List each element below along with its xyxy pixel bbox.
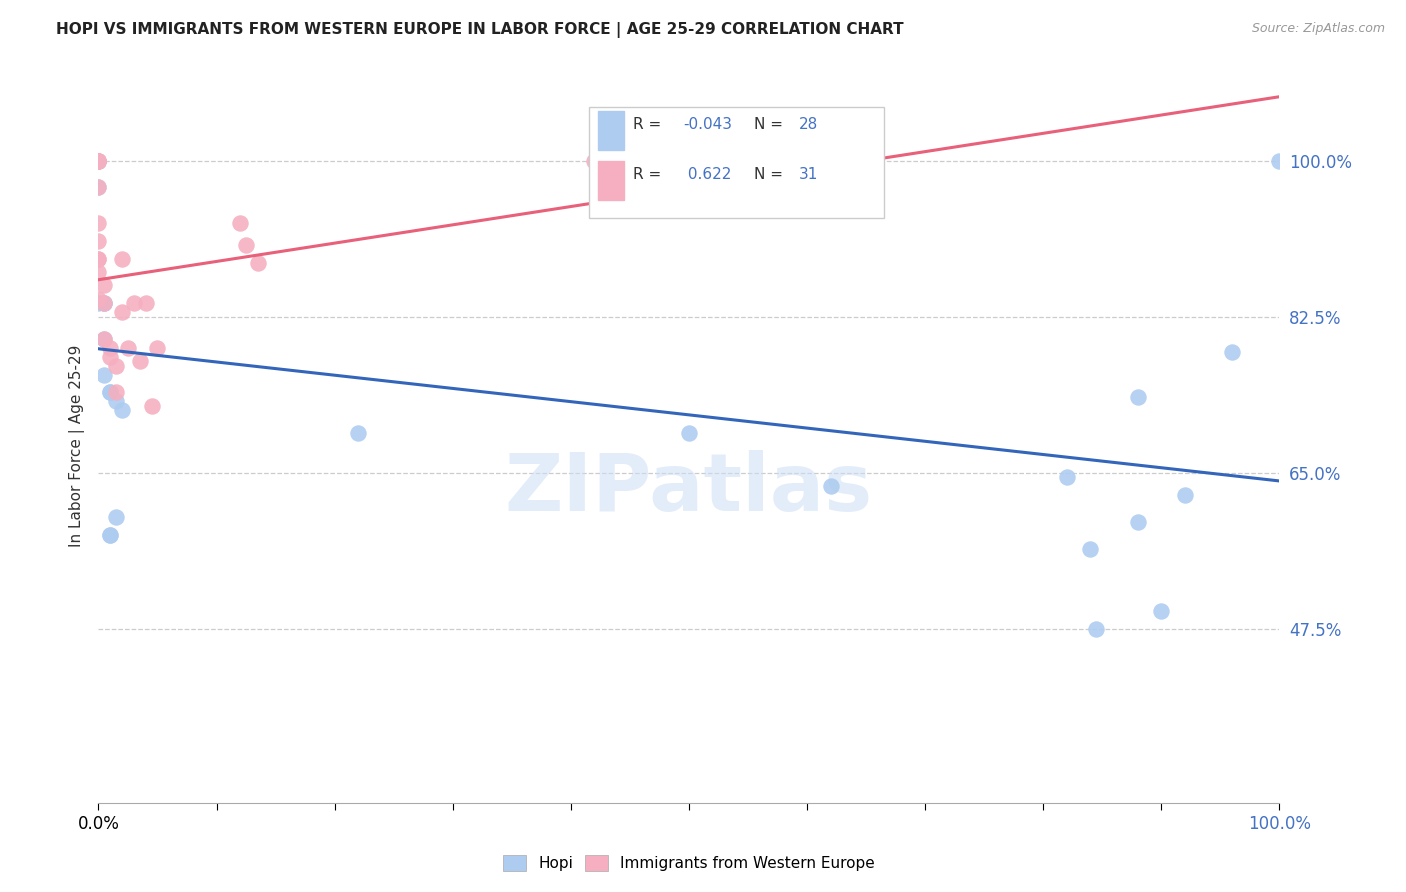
Point — [93, 332, 115, 346]
Point — [98, 528, 121, 542]
Point — [87, 153, 110, 168]
Point — [235, 238, 257, 252]
Point — [87, 180, 110, 194]
Point — [87, 153, 110, 168]
Point — [87, 153, 110, 168]
Text: R =: R = — [634, 168, 666, 182]
Legend: Hopi, Immigrants from Western Europe: Hopi, Immigrants from Western Europe — [496, 849, 882, 877]
Point — [583, 153, 606, 168]
Point — [87, 252, 110, 266]
Point — [87, 153, 110, 168]
Point — [229, 216, 252, 230]
Point — [122, 296, 145, 310]
Point — [93, 296, 115, 310]
Point — [87, 180, 110, 194]
Point — [128, 354, 150, 368]
Point — [1174, 488, 1197, 502]
Point — [141, 399, 163, 413]
Point — [135, 296, 157, 310]
Point — [146, 341, 169, 355]
Point — [87, 153, 110, 168]
Point — [1126, 390, 1149, 404]
Point — [105, 359, 128, 373]
Text: 0.622: 0.622 — [683, 168, 731, 182]
Point — [87, 153, 110, 168]
Point — [105, 385, 128, 400]
Point — [93, 368, 115, 382]
Y-axis label: In Labor Force | Age 25-29: In Labor Force | Age 25-29 — [69, 345, 84, 547]
Point — [87, 292, 110, 306]
Point — [87, 265, 110, 279]
Point — [98, 385, 121, 400]
Point — [1085, 622, 1108, 636]
Point — [1150, 604, 1173, 618]
FancyBboxPatch shape — [589, 107, 884, 218]
Text: Source: ZipAtlas.com: Source: ZipAtlas.com — [1251, 22, 1385, 36]
Point — [93, 296, 115, 310]
Point — [87, 216, 110, 230]
Point — [98, 350, 121, 364]
Point — [1220, 345, 1243, 359]
Text: ZIPatlas: ZIPatlas — [505, 450, 873, 528]
Point — [105, 510, 128, 524]
Point — [105, 394, 128, 409]
Point — [87, 296, 110, 310]
Point — [246, 256, 269, 270]
Point — [98, 385, 121, 400]
Text: 31: 31 — [799, 168, 818, 182]
Point — [87, 153, 110, 168]
Text: N =: N = — [754, 118, 787, 132]
Text: R =: R = — [634, 118, 666, 132]
Point — [98, 341, 121, 355]
Point — [347, 425, 370, 440]
Point — [111, 403, 134, 417]
Bar — [598, 161, 624, 200]
Point — [111, 305, 134, 319]
Point — [117, 341, 139, 355]
Point — [87, 252, 110, 266]
Point — [87, 234, 110, 248]
Point — [93, 278, 115, 293]
Point — [111, 252, 134, 266]
Text: -0.043: -0.043 — [683, 118, 733, 132]
Point — [1126, 515, 1149, 529]
Point — [1080, 541, 1102, 556]
Point — [1268, 153, 1291, 168]
Text: N =: N = — [754, 168, 787, 182]
Text: 28: 28 — [799, 118, 818, 132]
Point — [98, 528, 121, 542]
Bar — [598, 111, 624, 150]
Text: HOPI VS IMMIGRANTS FROM WESTERN EUROPE IN LABOR FORCE | AGE 25-29 CORRELATION CH: HOPI VS IMMIGRANTS FROM WESTERN EUROPE I… — [56, 22, 904, 38]
Point — [93, 296, 115, 310]
Point — [93, 332, 115, 346]
Point — [820, 479, 842, 493]
Point — [1056, 470, 1078, 484]
Point — [87, 153, 110, 168]
Point — [678, 425, 700, 440]
